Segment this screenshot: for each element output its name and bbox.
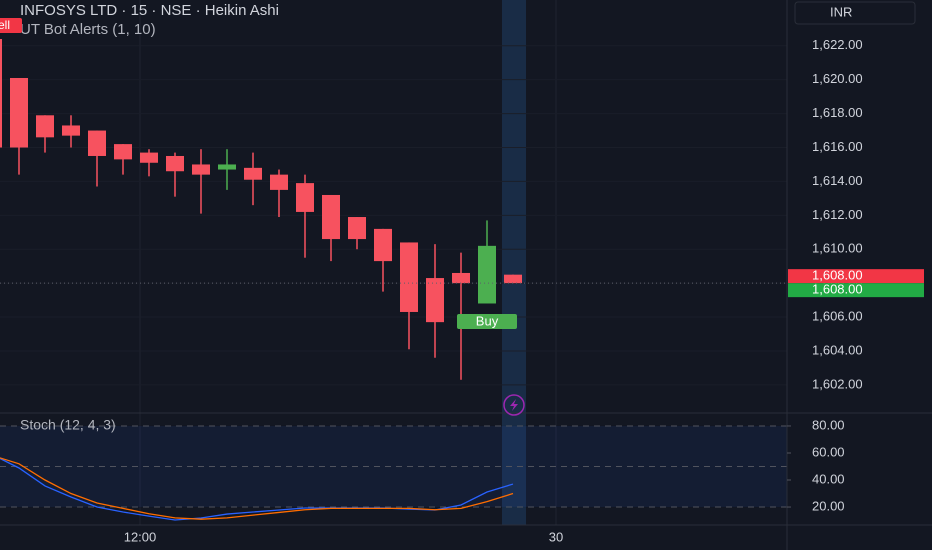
- candle-body: [452, 272, 470, 284]
- currency-box[interactable]: [794, 1, 916, 25]
- y-tick-label: 1,618.00: [812, 105, 863, 120]
- y-tick-label: 40.00: [812, 471, 845, 486]
- candle-body: [400, 242, 418, 312]
- signal-label: Buy: [476, 313, 499, 328]
- candle-body: [36, 115, 54, 138]
- candle-body: [426, 278, 444, 323]
- x-tick-label: 30: [549, 529, 563, 544]
- lightning-icon: [510, 399, 518, 411]
- candle-body: [62, 125, 80, 136]
- candle-body: [166, 155, 184, 172]
- candle-body: [374, 228, 392, 262]
- chart-title: INFOSYS LTD · 15 · NSE · Heikin Ashi: [20, 2, 279, 19]
- candle-body: [218, 164, 236, 170]
- price-label-bg: [788, 269, 924, 284]
- candle-body: [88, 130, 106, 156]
- signal-label: Sell: [0, 18, 10, 32]
- price-label: 1,608.00: [812, 268, 863, 283]
- y-tick-label: 1,610.00: [812, 241, 863, 256]
- candle-body: [10, 77, 28, 148]
- stoch-line: [0, 457, 514, 520]
- y-tick-label: 80.00: [812, 417, 845, 432]
- y-tick-label: 60.00: [812, 444, 845, 459]
- candle-body: [140, 152, 158, 163]
- price-label-bg: [788, 283, 924, 298]
- stoch-title: Stoch (12, 4, 3): [20, 417, 116, 433]
- y-tick-label: 1,620.00: [812, 71, 863, 86]
- signal-box: [457, 314, 517, 329]
- candle-body: [296, 183, 314, 212]
- candle-body: [244, 167, 262, 180]
- y-tick-label: 1,612.00: [812, 207, 863, 222]
- signal-box: [0, 18, 22, 33]
- stoch-band: [0, 425, 787, 508]
- y-tick-label: 1,614.00: [812, 173, 863, 188]
- currency: INR: [830, 4, 852, 19]
- y-tick-label: 1,616.00: [812, 139, 863, 154]
- candle-body: [348, 217, 366, 240]
- event-icon[interactable]: [503, 394, 525, 416]
- y-tick-label: 20.00: [812, 498, 845, 513]
- candle-body: [322, 194, 340, 240]
- candle-body: [478, 245, 496, 304]
- indicator-title: UT Bot Alerts (1, 10): [20, 21, 156, 38]
- x-tick-label: 12:00: [124, 529, 157, 544]
- candle-body: [504, 274, 522, 284]
- candle-body: [0, 38, 2, 148]
- candle-body: [270, 174, 288, 190]
- y-tick-label: 1,604.00: [812, 342, 863, 357]
- candle-body: [114, 144, 132, 160]
- y-tick-label: 1,606.00: [812, 308, 863, 323]
- price-label: 1,608.00: [812, 282, 863, 297]
- candle-body: [192, 164, 210, 175]
- y-tick-label: 1,602.00: [812, 376, 863, 391]
- current-bar-highlight: [502, 0, 526, 525]
- y-tick-label: 1,622.00: [812, 37, 863, 52]
